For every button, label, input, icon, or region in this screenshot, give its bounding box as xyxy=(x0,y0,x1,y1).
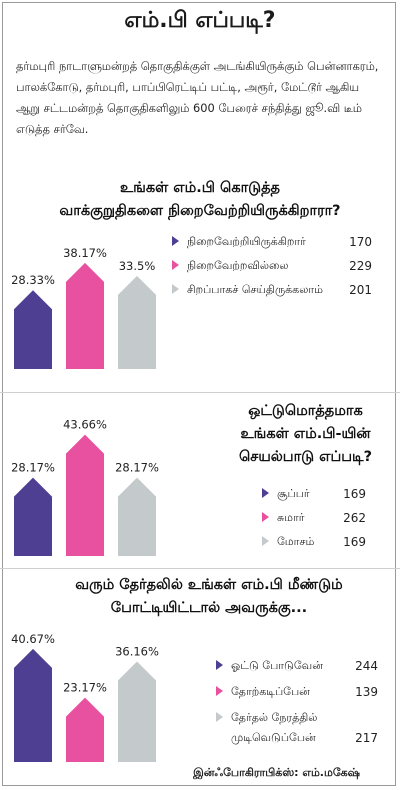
triangle-marker-icon xyxy=(262,512,269,522)
triangle-marker-icon xyxy=(216,686,223,696)
legend-label: தேர்தல் நேரத்தில் முடிவெடுப்பேன் xyxy=(231,710,317,746)
triangle-marker-icon xyxy=(172,236,179,246)
legend-count: 169 xyxy=(343,487,366,501)
legend-label: மோசம் xyxy=(277,535,315,548)
legend-item: நிறைவேற்றவில்லை 229 xyxy=(172,258,372,274)
legend-label-line: முடிவெடுப்பேன் xyxy=(231,731,316,744)
legend-item: சூப்பர் 169 xyxy=(262,486,366,502)
chart3-question: வரும் தேர்தலில் உங்கள் எம்.பி மீண்டும் ப… xyxy=(24,574,394,620)
bar xyxy=(14,648,52,762)
bar-value-label: 28.17% xyxy=(11,461,55,475)
legend-count: 262 xyxy=(343,511,366,525)
legend-item: ஓட்டு போடுவேன் 244 xyxy=(216,658,378,674)
legend-item: மோசம் 169 xyxy=(262,534,366,550)
legend-count: 229 xyxy=(349,259,372,273)
legend-count: 169 xyxy=(343,535,366,549)
bar-value-label: 33.5% xyxy=(119,259,156,273)
bar xyxy=(118,477,156,556)
chart2-question-line: செயல்பாடு எப்படி? xyxy=(239,449,372,465)
legend-item: தோற்கடிப்பேன் 139 xyxy=(216,684,378,700)
triangle-marker-icon xyxy=(216,712,223,722)
legend-item: சிறப்பாகச் செய்திருக்கலாம் 201 xyxy=(172,282,372,298)
graphics-credit: இன்ஃபோகிராபிக்ஸ்: எம்.மகேஷ் xyxy=(193,766,360,779)
triangle-marker-icon xyxy=(262,488,269,498)
legend-label: நிறைவேற்றியிருக்கிறார் xyxy=(187,235,306,248)
legend-label: ஓட்டு போடுவேன் xyxy=(231,659,323,672)
legend-item: தேர்தல் நேரத்தில் முடிவெடுப்பேன் 217 xyxy=(216,710,378,746)
legend-label: சுமார் xyxy=(277,511,305,524)
triangle-marker-icon xyxy=(262,536,269,546)
bar-value-label: 23.17% xyxy=(63,681,107,695)
bar-value-label: 40.67% xyxy=(11,632,55,646)
intro-text: தர்மபுரி நாடாளுமன்றத் தொகுதிக்குள் அடங்க… xyxy=(16,59,379,136)
legend-item: நிறைவேற்றியிருக்கிறார் 170 xyxy=(172,234,372,250)
chart1-question: உங்கள் எம்.பி கொடுத்த வாக்குறுதிகளை நிறை… xyxy=(0,177,400,223)
page-title: எம்.பி எப்படி? xyxy=(124,8,276,33)
legend-count: 244 xyxy=(355,659,378,673)
legend-label: தோற்கடிப்பேன் xyxy=(231,685,310,698)
section-divider xyxy=(0,568,400,569)
bar xyxy=(14,477,52,556)
bar xyxy=(66,434,104,556)
chart2-question-line: உங்கள் எம்.பி-யின் xyxy=(240,426,371,442)
bar-value-label: 36.16% xyxy=(115,644,159,658)
chart1-question-line: உங்கள் எம்.பி கொடுத்த xyxy=(120,180,280,196)
chart2-question-line: ஒட்டுமொத்தமாக xyxy=(248,403,363,419)
chart3-question-line: வரும் தேர்தலில் உங்கள் எம்.பி மீண்டும் xyxy=(75,577,343,593)
chart2-question: ஒட்டுமொத்தமாக உங்கள் எம்.பி-யின் செயல்பா… xyxy=(239,400,372,469)
legend-label: சிறப்பாகச் செய்திருக்கலாம் xyxy=(187,283,323,296)
triangle-marker-icon xyxy=(172,284,179,294)
legend-count: 170 xyxy=(349,235,372,249)
page-frame xyxy=(2,2,396,786)
legend-count: 217 xyxy=(355,731,378,745)
legend-label-line: தேர்தல் நேரத்தில் xyxy=(231,711,318,724)
section-divider xyxy=(0,392,400,393)
bar xyxy=(118,661,156,762)
bar xyxy=(66,697,104,762)
chart3-question-line: போட்டியிட்டால் அவருக்கு... xyxy=(110,600,308,616)
triangle-marker-icon xyxy=(216,660,223,670)
legend-count: 201 xyxy=(349,283,372,297)
legend-count: 139 xyxy=(355,685,378,699)
bar-value-label: 43.66% xyxy=(63,418,107,432)
bar-value-label: 28.33% xyxy=(11,273,55,287)
legend-label: சூப்பர் xyxy=(277,487,310,500)
legend-item: சுமார் 262 xyxy=(262,510,366,526)
bar xyxy=(14,290,52,369)
legend-label: நிறைவேற்றவில்லை xyxy=(187,259,289,272)
bar-value-label: 28.17% xyxy=(115,461,159,475)
triangle-marker-icon xyxy=(172,260,179,270)
bar-value-label: 38.17% xyxy=(63,246,107,260)
bar xyxy=(66,262,104,369)
chart1-question-line: வாக்குறுதிகளை நிறைவேற்றியிருக்கிறாரா? xyxy=(59,203,341,219)
bar xyxy=(118,275,156,369)
